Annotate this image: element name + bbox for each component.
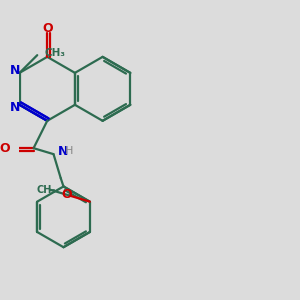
Text: H: H	[65, 146, 74, 156]
Text: CH₃: CH₃	[37, 185, 56, 195]
Text: O: O	[61, 188, 72, 201]
Text: N: N	[10, 101, 20, 114]
Text: N: N	[10, 64, 20, 77]
Text: O: O	[42, 22, 52, 35]
Text: CH₃: CH₃	[44, 48, 65, 58]
Text: O: O	[0, 142, 10, 155]
Text: N: N	[58, 145, 69, 158]
